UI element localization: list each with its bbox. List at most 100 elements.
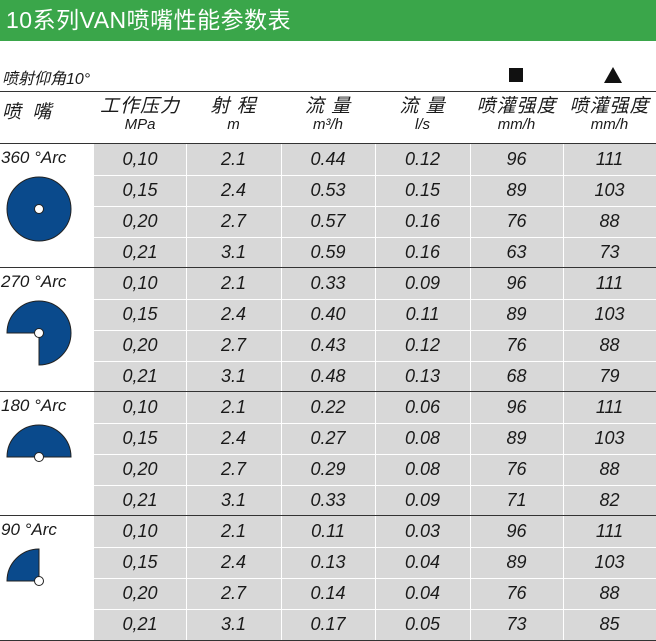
- row-separator: [94, 175, 656, 176]
- header-top-rule: [0, 91, 656, 92]
- table-cell: 85: [599, 614, 620, 634]
- header-radius-unit: m: [227, 116, 240, 133]
- table-cell: 0,20: [122, 335, 158, 355]
- table-cell: 0.33: [310, 490, 346, 510]
- table-cell: 88: [599, 583, 620, 603]
- group-top-rule: [0, 391, 656, 392]
- table-cell: 2.7: [220, 583, 247, 603]
- nozzle-center-dot: [34, 576, 44, 586]
- table-cell: 0.09: [404, 490, 441, 510]
- arc-270-icon: [4, 298, 74, 368]
- table-cell: 103: [594, 428, 625, 448]
- arc-180-icon: [4, 422, 74, 492]
- table-cell: 0.22: [310, 397, 346, 417]
- table-cell: 0.40: [310, 304, 346, 324]
- arc-180-sector-icon: [6, 424, 72, 462]
- table-cell: 73: [506, 614, 527, 634]
- table-cell: 0.03: [404, 521, 441, 541]
- nozzle-center-dot: [34, 328, 44, 338]
- table-cell: 89: [506, 428, 527, 448]
- table-cell: 0.05: [404, 614, 441, 634]
- table-cell: 0.13: [310, 552, 346, 572]
- table-cell: 3.1: [220, 614, 247, 634]
- table-cell: 0.48: [310, 366, 346, 386]
- table-cell: 0.15: [404, 180, 441, 200]
- table-cell: 111: [595, 273, 624, 293]
- table-cell: 96: [506, 397, 527, 417]
- table-cell: 89: [506, 304, 527, 324]
- table-cell: 0,15: [122, 428, 158, 448]
- arc-360-sector-icon: [6, 176, 72, 242]
- spray-angle-label: 喷射仰角10°: [2, 71, 91, 88]
- table-cell: 0.12: [404, 335, 441, 355]
- table-cell: 0.04: [404, 552, 441, 572]
- table-cell: 2.1: [220, 149, 247, 169]
- table-cell: 2.1: [220, 273, 247, 293]
- table-cell: 0.53: [310, 180, 346, 200]
- table-cell: 111: [595, 149, 624, 169]
- table-cell: 0.14: [310, 583, 346, 603]
- table-cell: 0.08: [404, 428, 441, 448]
- table-cell: 88: [599, 335, 620, 355]
- header-precip-triangle: 喷灌强度 mm/h: [563, 97, 656, 144]
- table-cell: 89: [506, 552, 527, 572]
- table-cell: 0,20: [122, 459, 158, 479]
- table-cell: 89: [506, 180, 527, 200]
- table-cell: 96: [506, 149, 527, 169]
- sector-shape: [6, 300, 72, 366]
- table-cell: 0.04: [404, 583, 441, 603]
- table-cell: 103: [594, 180, 625, 200]
- header-radius: 射 程 m: [186, 97, 281, 144]
- table-cell: 2.4: [220, 180, 247, 200]
- table-cell: 0,20: [122, 211, 158, 231]
- table-cell: 0.33: [310, 273, 346, 293]
- table-cell: 76: [506, 583, 527, 603]
- table-cell: 0.08: [404, 459, 441, 479]
- table-cell: 0,21: [122, 614, 158, 634]
- table-cell: 0.13: [404, 366, 441, 386]
- table-cell: 111: [595, 397, 624, 417]
- header-pressure-unit: MPa: [124, 116, 156, 133]
- table-cell: 0,20: [122, 583, 158, 603]
- table-cell: 0,21: [122, 366, 158, 386]
- table-cell: 0.16: [404, 211, 441, 231]
- header-radius-label: 射 程: [210, 96, 257, 117]
- header-precip-triangle-label: 喷灌强度: [569, 96, 650, 117]
- table-cell: 2.1: [220, 397, 247, 417]
- arc-90-icon: [4, 546, 74, 616]
- arc-label: 180 °Arc: [1, 396, 67, 415]
- row-separator: [94, 578, 656, 579]
- header-pressure: 工作压力 MPa: [94, 97, 186, 144]
- table-cell: 96: [506, 521, 527, 541]
- table-cell: 0,15: [122, 180, 158, 200]
- table-cell: 0.06: [404, 397, 441, 417]
- table-cell: 76: [506, 211, 527, 231]
- row-separator: [94, 423, 656, 424]
- table-cell: 0.43: [310, 335, 346, 355]
- row-separator: [94, 299, 656, 300]
- table-cell: 0.44: [310, 149, 346, 169]
- table-cell: 3.1: [220, 242, 247, 262]
- table-cell: 2.7: [220, 335, 247, 355]
- table-cell: 2.4: [220, 552, 247, 572]
- table-cell: 79: [599, 366, 620, 386]
- page-title: 10系列VAN喷嘴性能参数表: [0, 0, 656, 41]
- table-cell: 0.59: [310, 242, 346, 262]
- header-pressure-label: 工作压力: [99, 96, 180, 117]
- table-cell: 0.16: [404, 242, 441, 262]
- sector-shape: [6, 548, 40, 582]
- row-separator: [94, 547, 656, 548]
- table-cell: 2.1: [220, 521, 247, 541]
- table-cell: 2.4: [220, 428, 247, 448]
- table-cell: 0,15: [122, 552, 158, 572]
- square-icon: [509, 68, 523, 82]
- table-cell: 2.7: [220, 459, 247, 479]
- table-cell: 0.09: [404, 273, 441, 293]
- row-separator: [94, 237, 656, 238]
- group-top-rule: [0, 515, 656, 516]
- table-cell: 63: [506, 242, 527, 262]
- header-precip-triangle-unit: mm/h: [590, 116, 629, 133]
- arc-label: 270 °Arc: [1, 272, 67, 291]
- table-cell: 88: [599, 459, 620, 479]
- table-cell: 73: [599, 242, 620, 262]
